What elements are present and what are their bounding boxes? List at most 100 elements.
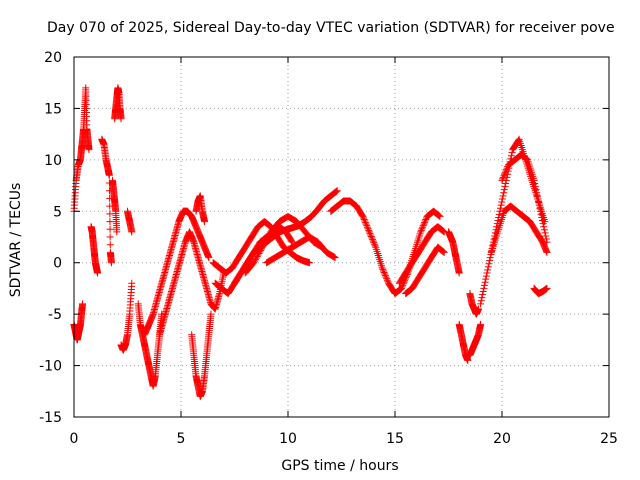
data-point xyxy=(106,225,114,233)
data-point xyxy=(260,240,268,248)
data-point xyxy=(498,198,506,206)
data-point xyxy=(479,291,487,299)
data-point xyxy=(367,232,375,240)
data-point xyxy=(371,242,379,250)
data-point xyxy=(484,266,492,274)
data-point xyxy=(541,229,549,237)
y-tick-label: 0 xyxy=(53,256,62,272)
data-point xyxy=(201,218,209,226)
data-point xyxy=(398,283,406,291)
data-point xyxy=(417,228,425,236)
data-point xyxy=(534,195,542,203)
data-point xyxy=(383,275,391,283)
y-tick-label: -5 xyxy=(48,307,62,323)
data-point xyxy=(422,216,430,224)
data-point xyxy=(531,183,539,191)
data-point xyxy=(495,210,503,218)
data-point xyxy=(383,276,391,284)
plot-frame xyxy=(73,56,610,418)
data-point xyxy=(497,201,505,209)
data-point xyxy=(106,241,114,249)
y-tick-labels: -15 -10 -5 0 5 10 15 20 xyxy=(39,50,62,426)
data-point xyxy=(362,220,370,228)
data-point xyxy=(537,207,545,215)
data-point xyxy=(500,186,508,194)
data-point xyxy=(365,228,373,236)
data-point xyxy=(539,220,547,228)
data-point xyxy=(379,267,387,275)
data-point xyxy=(381,270,389,278)
data-point xyxy=(486,257,494,265)
data-point xyxy=(535,198,543,206)
data-point xyxy=(474,305,482,313)
data-point xyxy=(455,269,463,277)
data-point xyxy=(503,164,511,172)
data-point xyxy=(85,146,93,154)
data-point xyxy=(535,201,543,209)
data-point xyxy=(369,236,377,244)
data-point xyxy=(106,233,114,241)
data-point xyxy=(255,249,263,257)
data-point xyxy=(500,189,508,197)
data-point xyxy=(368,234,376,242)
data-point xyxy=(379,265,387,273)
data-point xyxy=(117,115,125,123)
data-point xyxy=(254,251,262,259)
data-point xyxy=(205,254,213,262)
data-point xyxy=(498,176,506,184)
data-point xyxy=(439,247,447,255)
x-tick-label: 25 xyxy=(600,431,618,447)
data-point xyxy=(421,217,429,225)
data-point xyxy=(464,356,472,364)
y-tick-label: 15 xyxy=(44,101,62,117)
data-point xyxy=(440,248,448,256)
data-point xyxy=(382,273,390,281)
data-point xyxy=(250,259,258,267)
data-point xyxy=(128,228,136,236)
data-point xyxy=(501,169,509,177)
data-point xyxy=(259,242,267,250)
data-point xyxy=(499,173,507,181)
data-point xyxy=(480,284,488,292)
data-point xyxy=(478,294,486,302)
x-axis-label: GPS time / hours xyxy=(281,458,398,474)
data-point xyxy=(370,239,378,247)
data-point xyxy=(329,253,337,261)
data-points xyxy=(70,84,551,400)
data-point xyxy=(533,192,541,200)
data-point xyxy=(331,254,339,262)
data-point xyxy=(486,254,494,262)
data-point xyxy=(417,226,425,234)
data-point xyxy=(380,268,388,276)
data-point xyxy=(360,216,368,224)
data-point xyxy=(94,269,102,277)
data-point xyxy=(106,218,114,226)
y-tick-label: -15 xyxy=(39,410,62,426)
data-point xyxy=(421,219,429,227)
data-point xyxy=(106,194,114,202)
data-point xyxy=(305,259,313,267)
data-point xyxy=(251,257,259,265)
data-point xyxy=(507,152,515,160)
data-point xyxy=(537,210,545,218)
data-point xyxy=(543,248,551,256)
data-point xyxy=(207,310,215,318)
data-point xyxy=(483,269,491,277)
x-tick-label: 5 xyxy=(177,431,186,447)
x-tick-label: 0 xyxy=(70,431,79,447)
data-point xyxy=(333,187,341,195)
data-point xyxy=(79,300,87,308)
data-point xyxy=(501,183,509,191)
data-point xyxy=(106,210,114,218)
x-tick-label: 15 xyxy=(386,431,404,447)
chart-title: Day 070 of 2025, Sidereal Day-to-day VTE… xyxy=(47,20,615,36)
x-tick-labels: 0 5 10 15 20 25 xyxy=(70,431,618,447)
data-point xyxy=(252,254,260,262)
data-point xyxy=(477,297,485,305)
data-point xyxy=(482,272,490,280)
y-tick-label: -10 xyxy=(39,359,62,375)
data-point xyxy=(508,149,516,157)
data-point xyxy=(482,275,490,283)
y-tick-label: 20 xyxy=(44,50,62,66)
